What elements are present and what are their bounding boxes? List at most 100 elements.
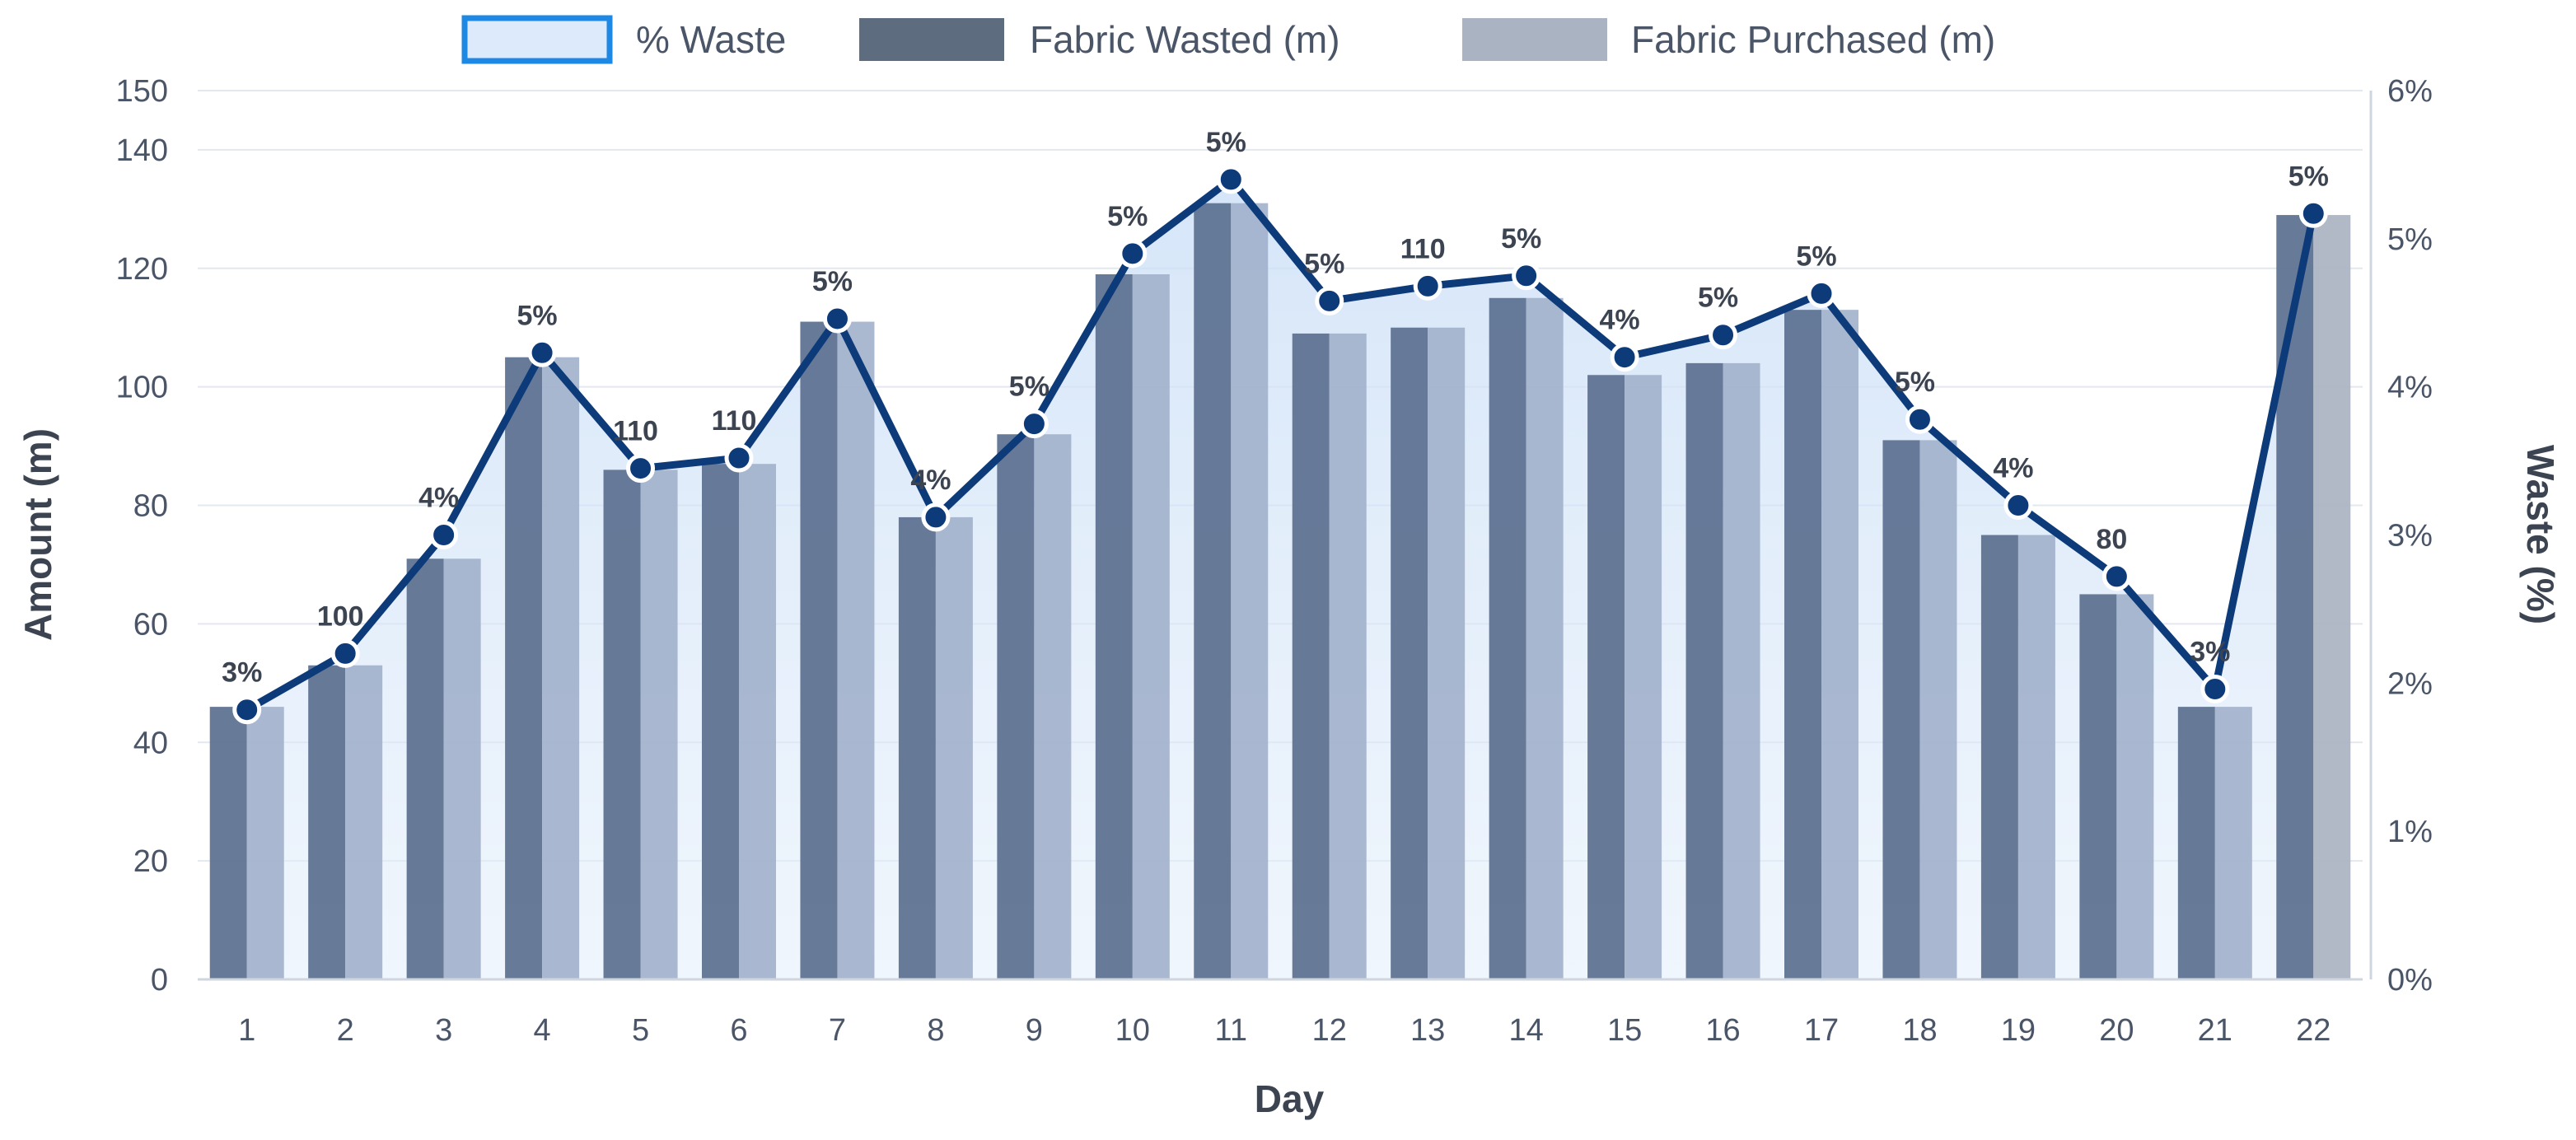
bar-fabric-purchased-day-3	[443, 558, 481, 979]
bar-fabric-wasted-day-17	[1784, 310, 1821, 979]
waste-point-day-10[interactable]	[1118, 239, 1148, 269]
bar-fabric-purchased-day-21	[2214, 707, 2252, 979]
y-tick-80: 80	[133, 489, 168, 524]
legend-item-waste[interactable]: % Waste	[461, 15, 786, 64]
x-tick-7: 7	[829, 1013, 846, 1048]
bar-fabric-wasted-day-6	[702, 464, 739, 979]
point-label-day-16: 5%	[1698, 283, 1738, 314]
bar-fabric-wasted-day-5	[603, 470, 641, 979]
y2-tick-1: 1%	[2387, 815, 2433, 849]
bar-fabric-purchased-day-7	[837, 321, 875, 979]
waste-point-day-13[interactable]	[1413, 271, 1442, 301]
waste-point-day-5[interactable]	[626, 454, 656, 484]
waste-point-day-20[interactable]	[2101, 562, 2131, 591]
x-tick-16: 16	[1705, 1013, 1740, 1048]
waste-point-day-9[interactable]	[1019, 409, 1049, 439]
x-tick-21: 21	[2198, 1013, 2232, 1048]
bar-fabric-wasted-day-8	[898, 516, 936, 979]
waste-point-day-2[interactable]	[330, 638, 360, 668]
waste-point-day-11[interactable]	[1216, 165, 1246, 194]
bar-fabric-wasted-day-11	[1194, 203, 1232, 979]
bar-fabric-wasted-day-7	[800, 321, 838, 979]
y-tick-100: 100	[116, 371, 168, 405]
y2-tick-5: 5%	[2387, 222, 2433, 257]
legend-label-fabric-purchased: Fabric Purchased (m)	[1631, 18, 1995, 61]
point-label-day-14: 5%	[1501, 223, 1541, 255]
x-tick-8: 8	[927, 1013, 944, 1048]
point-label-day-21: 3%	[2190, 637, 2230, 668]
legend-swatch-fabric-wasted	[859, 18, 1004, 61]
point-label-day-19: 4%	[1993, 453, 2033, 484]
bar-fabric-wasted-day-4	[505, 357, 543, 979]
bar-fabric-purchased-day-16	[1723, 362, 1760, 980]
waste-line	[243, 175, 2317, 714]
x-tick-2: 2	[337, 1013, 354, 1048]
bar-fabric-wasted-day-19	[1980, 535, 2018, 979]
point-label-day-9: 5%	[1009, 371, 1050, 403]
y-tick-20: 20	[133, 844, 168, 879]
bar-fabric-purchased-day-11	[1231, 203, 1269, 979]
waste-point-day-15[interactable]	[1610, 343, 1639, 372]
point-label-day-6: 110	[712, 405, 757, 437]
waste-point-day-6[interactable]	[724, 443, 754, 473]
point-label-day-18: 5%	[1895, 367, 1935, 398]
waste-point-day-14[interactable]	[1512, 261, 1541, 291]
point-label-day-15: 4%	[1600, 305, 1640, 336]
bar-fabric-wasted-day-20	[2079, 594, 2117, 979]
waste-point-day-8[interactable]	[921, 502, 951, 532]
waste-point-day-4[interactable]	[527, 338, 557, 367]
bar-fabric-purchased-day-12	[1329, 333, 1367, 980]
point-label-day-8: 4%	[910, 465, 951, 496]
bar-fabric-purchased-day-5	[640, 470, 678, 979]
bar-fabric-purchased-day-8	[935, 516, 973, 979]
bar-fabric-purchased-day-2	[345, 665, 383, 979]
waste-point-day-16[interactable]	[1709, 320, 1738, 350]
x-tick-13: 13	[1410, 1013, 1445, 1048]
y-tick-140: 140	[116, 133, 168, 168]
y-tick-150: 150	[116, 74, 168, 109]
waste-point-day-17[interactable]	[1807, 278, 1836, 308]
legend-swatch-waste	[461, 15, 613, 64]
waste-point-day-1[interactable]	[232, 695, 262, 725]
point-label-day-1: 3%	[222, 657, 262, 689]
point-label-day-7: 5%	[812, 266, 853, 297]
x-tick-17: 17	[1804, 1013, 1839, 1048]
bar-fabric-purchased-day-14	[1526, 297, 1564, 979]
legend-item-fabric-purchased[interactable]: Fabric Purchased (m)	[1462, 18, 1995, 61]
waste-points	[232, 165, 2328, 725]
point-label-day-5: 110	[613, 416, 658, 447]
legend-item-fabric-wasted[interactable]: Fabric Wasted (m)	[859, 18, 1340, 61]
waste-point-day-3[interactable]	[429, 521, 459, 549]
bar-fabric-purchased-day-1	[246, 707, 284, 979]
x-tick-18: 18	[1902, 1013, 1937, 1048]
bar-fabric-purchased-day-22	[2313, 215, 2351, 979]
point-label-day-13: 110	[1400, 233, 1446, 264]
waste-point-day-12[interactable]	[1315, 286, 1344, 315]
x-tick-19: 19	[2001, 1013, 2036, 1048]
bar-fabric-purchased-day-6	[739, 464, 776, 979]
waste-point-day-7[interactable]	[822, 304, 852, 334]
bars	[209, 203, 2351, 980]
y-tick-0: 0	[151, 963, 168, 997]
legend-swatch-fabric-purchased	[1462, 18, 1607, 61]
x-tick-11: 11	[1215, 1013, 1247, 1048]
waste-point-day-22[interactable]	[2298, 199, 2328, 228]
bar-fabric-purchased-day-13	[1428, 327, 1466, 979]
point-labels: 3% 100 4% 5% 110 110 5% 4% 5% 5% 5% 5% 110 5% 4% 5% 5% 5%…	[222, 127, 2329, 689]
bar-fabric-purchased-day-20	[2116, 594, 2154, 979]
bar-fabric-purchased-day-19	[2017, 535, 2055, 979]
waste-point-day-19[interactable]	[2003, 491, 2033, 521]
waste-point-day-18[interactable]	[1905, 404, 1934, 434]
x-tick-5: 5	[632, 1013, 649, 1048]
bar-fabric-wasted-day-3	[406, 558, 444, 979]
bar-fabric-wasted-day-12	[1292, 333, 1330, 980]
bar-fabric-wasted-day-13	[1391, 327, 1428, 979]
bar-fabric-wasted-day-15	[1587, 375, 1625, 979]
bar-fabric-purchased-day-17	[1821, 310, 1858, 979]
waste-point-day-21[interactable]	[2200, 675, 2230, 704]
bar-fabric-purchased-day-10	[1132, 273, 1170, 979]
y2-tick-6: 6%	[2387, 74, 2433, 109]
y2-tick-4: 4%	[2387, 371, 2433, 405]
y-tick-60: 60	[133, 607, 168, 642]
